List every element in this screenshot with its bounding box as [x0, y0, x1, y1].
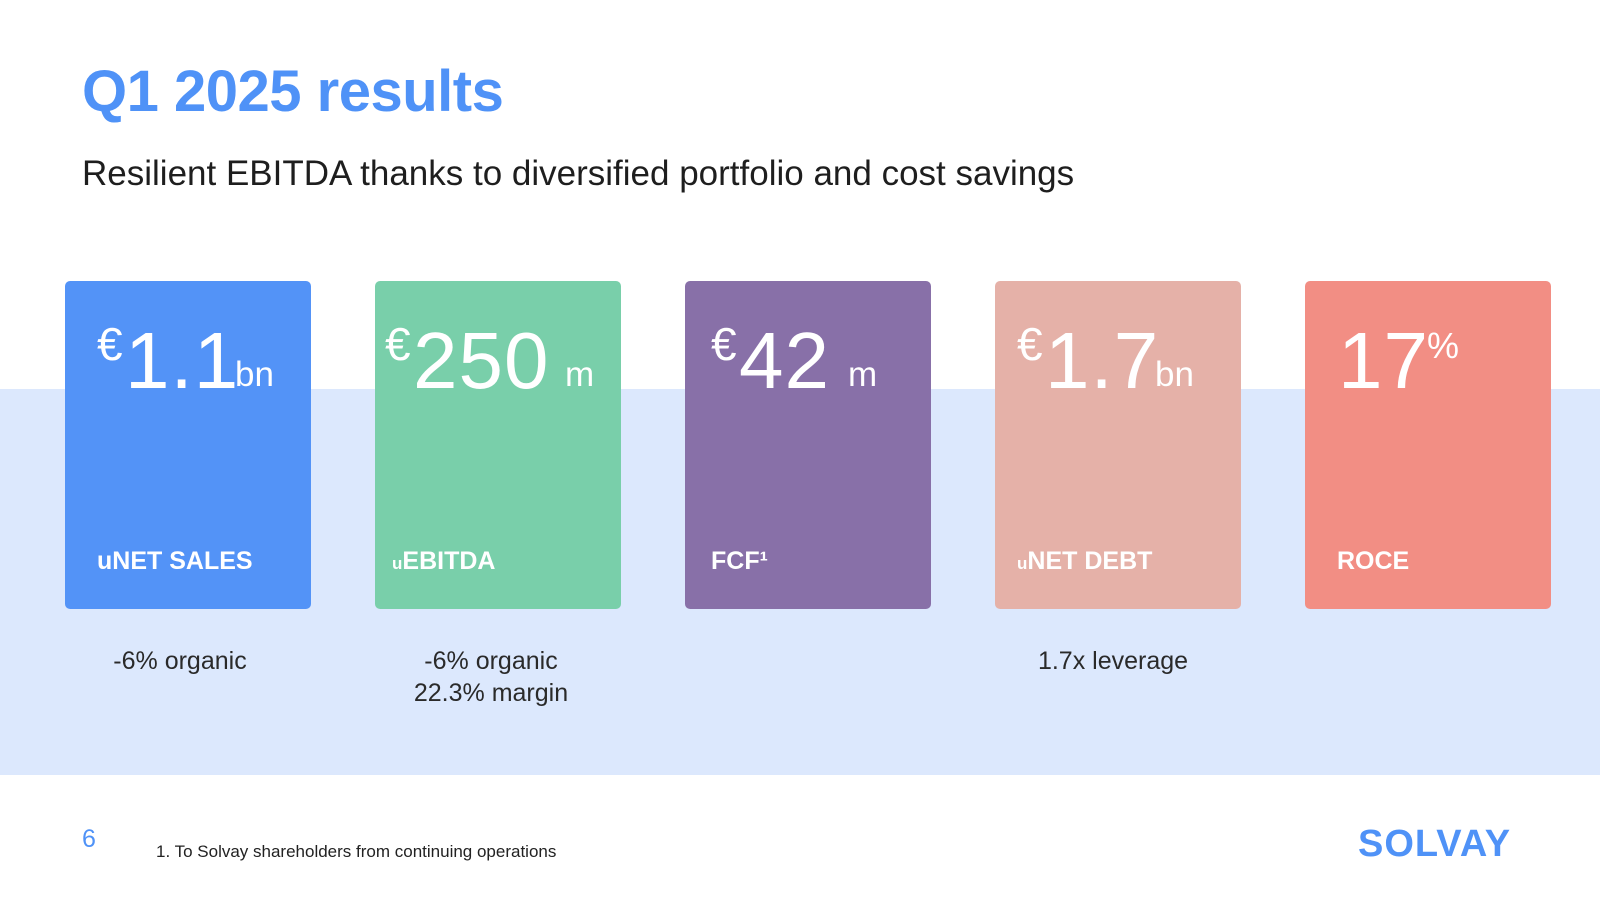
- page-title: Q1 2025 results: [82, 59, 504, 124]
- kpi-label-main: EBITDA: [402, 547, 496, 575]
- kpi-label-prefix: u: [392, 554, 403, 573]
- currency-symbol: €: [97, 318, 123, 370]
- solvay-logo: SOLVAY: [1358, 823, 1511, 864]
- kpi-label: uNET SALES: [97, 547, 253, 576]
- kpi-number: 42: [739, 316, 830, 405]
- kpi-number: 1.1: [125, 316, 240, 405]
- kpi-label: FCF¹: [711, 547, 768, 576]
- kpi-unit: %: [1427, 325, 1460, 366]
- kpi-label: uNET DEBT: [1017, 547, 1152, 576]
- kpi-card-net-sales: € 1.1 bn uNET SALES: [65, 281, 311, 609]
- currency-symbol: €: [385, 318, 411, 370]
- kpi-unit: bn: [1155, 355, 1194, 394]
- kpi-unit: m: [848, 355, 878, 394]
- note-line: 1.7x leverage: [1037, 647, 1189, 675]
- kpi-unit: bn: [235, 355, 274, 394]
- kpi-card-roce: 17 % ROCE: [1305, 281, 1551, 609]
- kpi-label-main: FCF¹: [711, 547, 768, 575]
- footnote: 1. To Solvay shareholders from continuin…: [156, 842, 557, 861]
- kpi-note-net-debt: 1.7x leverage: [990, 645, 1236, 677]
- note-line: 22.3% margin: [413, 679, 569, 707]
- kpi-label: uEBITDA: [392, 547, 495, 576]
- kpi-note-net-sales: -6% organic: [57, 645, 303, 677]
- currency-symbol: €: [711, 318, 737, 370]
- kpi-number: 1.7: [1045, 316, 1160, 405]
- kpi-label: ROCE: [1337, 547, 1409, 576]
- kpi-card-ebitda: € 250 m uEBITDA: [375, 281, 621, 609]
- note-line: -6% organic: [113, 647, 247, 675]
- kpi-card-fcf: € 42 m FCF¹: [685, 281, 931, 609]
- kpi-unit: m: [565, 355, 595, 394]
- kpi-label-main: ROCE: [1337, 547, 1410, 575]
- kpi-label-prefix: u: [97, 547, 113, 575]
- kpi-note-ebitda: -6% organic 22.3% margin: [368, 645, 614, 709]
- page-subtitle: Resilient EBITDA thanks to diversified p…: [82, 154, 1075, 193]
- kpi-label-main: NET SALES: [112, 547, 253, 575]
- kpi-label-main: NET DEBT: [1027, 547, 1153, 575]
- kpi-number: 250: [413, 316, 550, 405]
- logo-text: SOLVAY: [1358, 823, 1511, 864]
- kpi-card-net-debt: € 1.7 bn uNET DEBT: [995, 281, 1241, 609]
- note-line: -6% organic: [424, 647, 558, 675]
- kpi-label-prefix: u: [1017, 554, 1028, 573]
- currency-symbol: €: [1017, 318, 1043, 370]
- kpi-number: 17: [1338, 316, 1429, 405]
- page-number: 6: [82, 825, 96, 853]
